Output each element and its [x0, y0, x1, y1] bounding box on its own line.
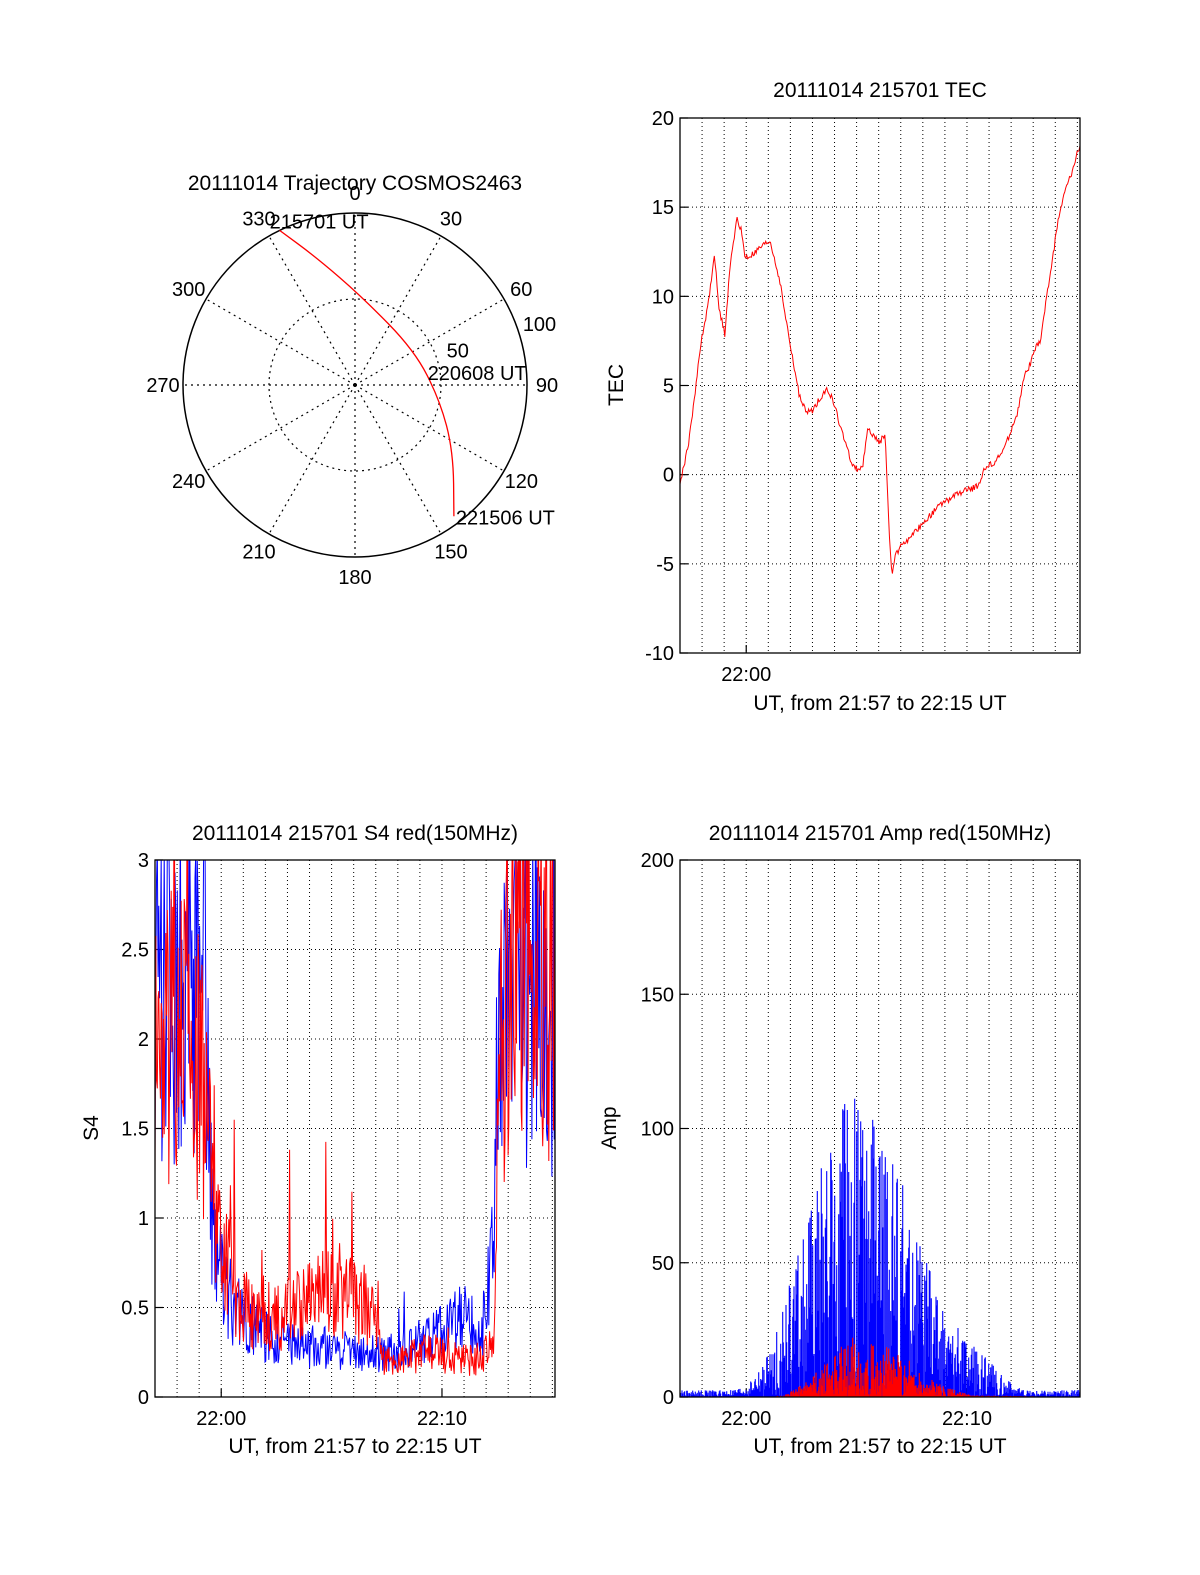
- polar-trajectory-chart: 20111014 Trajectory COSMOS2463 0 30 60 90 12…: [146, 172, 558, 589]
- x-tick-label: 22:00: [196, 1408, 246, 1430]
- polar-azimuth-label: 330: [242, 209, 275, 231]
- polar-azimuth-label: 0: [349, 183, 360, 205]
- polar-azimuth-label: 90: [536, 375, 558, 397]
- polar-azimuth-label: 270: [146, 375, 179, 397]
- polar-azimuth-label: 240: [172, 471, 205, 493]
- x-tick-label: 22:10: [417, 1408, 467, 1430]
- polar-azimuth-label: 60: [510, 279, 532, 301]
- polar-azimuth-label: 30: [440, 209, 462, 231]
- polar-spoke: [354, 384, 505, 472]
- s4-chart: 20111014 215701 S4 red(150MHz) UT, from …: [80, 822, 556, 1458]
- polar-spoke: [354, 384, 442, 535]
- s4-plot: 0 0.5 1 1.5 2 2.5 3 22:00 22:10: [121, 850, 556, 1430]
- polar-spoke: [268, 384, 356, 535]
- y-tick-label: 0: [663, 465, 674, 487]
- trajectory-line: [279, 229, 455, 517]
- tec-title: 20111014 215701 TEC: [773, 79, 987, 102]
- tec-x-axis-label: UT, from 21:57 to 22:15 UT: [753, 692, 1006, 715]
- polar-azimuth-label: 120: [505, 471, 538, 493]
- y-tick-label: 1.5: [121, 1119, 149, 1141]
- y-tick-label: 5: [663, 376, 674, 398]
- y-tick-label: 100: [641, 1119, 674, 1141]
- polar-title: 20111014 Trajectory COSMOS2463: [188, 172, 522, 195]
- plot-frame: [154, 859, 556, 1398]
- y-tick-label: 2.5: [121, 940, 149, 962]
- polar-azimuth-label: 300: [172, 279, 205, 301]
- trajectory-time-label: 220608 UT: [428, 363, 527, 385]
- polar-elevation-label: 50: [447, 341, 469, 363]
- amp-y-axis-label: Amp: [598, 1106, 621, 1149]
- polar-spoke: [268, 235, 356, 386]
- tec-plot: -10 -5 0 5 10 15 20 22:00: [645, 108, 1081, 686]
- y-tick-label: -10: [645, 643, 674, 665]
- y-tick-label: 2: [138, 1029, 149, 1051]
- polar-spoke: [354, 235, 442, 386]
- s4-y-axis-label: S4: [80, 1115, 103, 1141]
- amp-x-axis-label: UT, from 21:57 to 22:15 UT: [753, 1435, 1006, 1458]
- s4-title: 20111014 215701 S4 red(150MHz): [192, 822, 518, 845]
- polar-azimuth-label: 150: [434, 541, 467, 563]
- polar-azimuth-label: 210: [242, 541, 275, 563]
- y-tick-label: 150: [641, 984, 674, 1006]
- polar-azimuth-label: 180: [338, 567, 371, 589]
- series-line: [155, 860, 555, 1373]
- polar-elevation-label: 100: [523, 314, 556, 336]
- x-tick-label: 22:10: [942, 1408, 992, 1430]
- trajectory-time-label: 215701 UT: [270, 211, 369, 233]
- series-group: [680, 145, 1080, 574]
- s4-x-axis-label: UT, from 21:57 to 22:15 UT: [228, 1435, 481, 1458]
- tec-chart: 20111014 215701 TEC UT, from 21:57 to 22…: [605, 79, 1081, 715]
- x-tick-label: 22:00: [721, 1408, 771, 1430]
- polar-spoke: [354, 298, 505, 386]
- y-tick-label: 0.5: [121, 1298, 149, 1320]
- polar-plot: 0 30 60 90 120 150 180 210 240 270 300 330 50 100 2157…: [146, 183, 558, 589]
- trajectory-time-label: 221506 UT: [456, 507, 555, 529]
- y-tick-label: 10: [652, 286, 674, 308]
- plot-frame: [679, 859, 1081, 1398]
- tec-y-axis-label: TEC: [605, 364, 628, 406]
- y-tick-label: 0: [138, 1387, 149, 1409]
- series-line: [155, 860, 555, 1376]
- amp-plot: 0 50 100 150 200 22:00 22:10: [641, 850, 1081, 1430]
- polar-spoke: [205, 298, 356, 386]
- amp-chart: 20111014 215701 Amp red(150MHz) UT, from…: [598, 822, 1081, 1458]
- y-tick-label: 1: [138, 1208, 149, 1230]
- y-tick-label: 15: [652, 197, 674, 219]
- series-group: [155, 860, 555, 1376]
- y-tick-label: 200: [641, 850, 674, 872]
- polar-spoke: [205, 384, 356, 472]
- plot-frame: [679, 117, 1081, 654]
- x-tick-label: 22:00: [721, 664, 771, 686]
- y-tick-label: -5: [656, 554, 674, 576]
- y-tick-label: 3: [138, 850, 149, 872]
- y-tick-label: 50: [652, 1253, 674, 1275]
- y-tick-label: 20: [652, 108, 674, 130]
- y-tick-label: 0: [663, 1387, 674, 1409]
- polar-outer-ring: [182, 212, 528, 558]
- series-line: [680, 145, 1080, 574]
- amp-title: 20111014 215701 Amp red(150MHz): [709, 822, 1051, 845]
